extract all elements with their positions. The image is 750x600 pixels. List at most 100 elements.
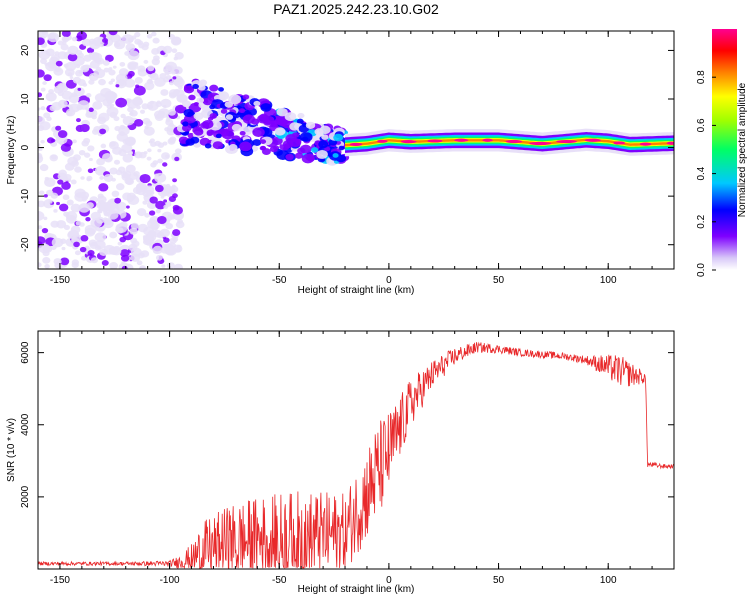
spectrogram-noise-blob — [117, 241, 122, 246]
spectrogram-scatter-blob — [202, 119, 214, 129]
spectrogram-xtick-label: 50 — [493, 275, 505, 286]
spectrogram-noise-blob — [88, 72, 99, 82]
spectrogram-noise-blob — [161, 264, 166, 268]
spectrogram-noise-blob — [122, 153, 134, 163]
spectrogram-noise-blob — [115, 97, 128, 108]
spectrogram-noise-blob — [47, 61, 57, 69]
spectrogram-scatter-blob — [296, 118, 304, 124]
spectrogram-noise-blob — [58, 169, 67, 177]
spectrogram-noise-blob — [174, 81, 180, 86]
spectrogram-noise-blob — [142, 238, 151, 246]
spectrogram-noise-blob — [152, 160, 159, 166]
spectrogram-noise-blob — [102, 60, 110, 66]
spectrogram-noise-blob — [102, 37, 109, 44]
spectrogram-scatter-blob — [231, 123, 242, 132]
spectrogram-noise-blob — [171, 48, 178, 54]
spectrogram-noise-blob — [127, 150, 134, 156]
spectrogram-noise-blob — [77, 87, 82, 91]
spectrogram-scatter-blob — [209, 84, 219, 92]
spectrogram-noise-blob — [81, 140, 89, 147]
colorbar-gradient — [712, 29, 737, 270]
spectrogram-noise-blob — [71, 162, 76, 166]
spectrogram-scatter-blob — [253, 100, 261, 107]
spectrogram-noise-blob — [56, 220, 67, 229]
spectrogram-noise-blob — [130, 222, 139, 230]
spectrogram-image — [38, 31, 674, 269]
spectrogram-noise-blob — [115, 227, 121, 232]
spectrogram-noise-blob — [160, 98, 172, 108]
spectrogram-noise-blob — [112, 65, 117, 69]
spectrogram-signal-peak — [584, 138, 601, 142]
spectrogram-noise-blob — [142, 200, 148, 205]
spectrogram-noise-blob — [89, 52, 100, 61]
spectrogram-noise-blob — [85, 107, 90, 111]
spectrogram-noise-blob — [140, 109, 146, 114]
spectrogram-noise-blob — [38, 243, 51, 254]
snr-xtick-label: 0 — [386, 575, 392, 586]
spectrogram-noise-blob — [44, 62, 49, 66]
colorbar-tick-label: 0.2 — [696, 214, 707, 228]
spectrogram-noise-blob — [55, 125, 62, 131]
spectrogram-noise-blob — [71, 259, 80, 266]
spectrogram-scatter-blob — [291, 132, 300, 138]
spectrogram-noise-blob — [139, 173, 151, 184]
spectrogram-noise-blob — [92, 101, 103, 110]
spectrogram-noise-blob — [61, 246, 66, 251]
spectrogram-noise-blob — [102, 152, 113, 162]
spectrogram-scatter-blob — [228, 94, 242, 105]
spectrogram-noise-blob — [169, 136, 177, 143]
spectrogram-noise-blob — [62, 194, 70, 201]
spectrogram-scatter-blob — [242, 114, 255, 124]
spectrogram-noise-blob — [40, 58, 47, 65]
spectrogram-noise-blob — [130, 253, 141, 262]
spectrogram-signal-peak — [400, 139, 417, 144]
colorbar-tick-label: 0.4 — [696, 166, 707, 180]
spectrogram-noise-blob — [106, 106, 119, 117]
spectrogram-scatter-blob — [332, 153, 339, 158]
spectrogram-noise-blob — [165, 222, 173, 230]
spectrogram-noise-blob — [125, 177, 135, 186]
spectrogram-noise-blob — [38, 190, 45, 196]
spectrogram-noise-blob — [127, 50, 140, 61]
spectrogram-noise-blob — [38, 200, 46, 208]
spectrogram-scatter-blob — [333, 133, 344, 142]
spectrogram-noise-blob — [96, 158, 105, 166]
spectrogram-scatter-blob — [185, 138, 195, 146]
spectrogram-noise-blob — [137, 68, 148, 77]
spectrogram-noise-blob — [154, 184, 164, 193]
spectrogram-scatter-blob — [202, 97, 213, 106]
spectrogram-noise-blob — [38, 147, 43, 152]
spectrogram-noise-blob — [97, 209, 102, 214]
spectrogram-scatter-blob — [181, 100, 191, 108]
spectrogram-scatter-blob — [338, 145, 345, 151]
spectrogram-noise-blob — [151, 58, 160, 66]
spectrogram-noise-blob — [43, 74, 52, 82]
spectrogram-noise-blob — [114, 197, 122, 204]
spectrogram-noise-blob — [165, 154, 170, 158]
spectrogram-noise-blob — [59, 203, 69, 212]
spectrogram-noise-blob — [38, 37, 45, 45]
spectrogram-scatter-blob — [260, 103, 272, 112]
spectrogram-noise-blob — [88, 157, 93, 162]
spectrogram-noise-blob — [74, 166, 82, 173]
spectrogram-noise-blob — [69, 103, 81, 113]
colorbar-tick-label: 0.6 — [696, 118, 707, 132]
spectrogram-scatter-blob — [275, 119, 283, 126]
spectrogram-noise-blob — [66, 199, 74, 206]
spectrogram-noise-blob — [149, 100, 155, 105]
spectrogram-noise-blob — [111, 190, 120, 198]
spectrogram-scatter-blob — [252, 139, 262, 146]
spectrogram-scatter-blob — [204, 143, 212, 149]
spectrogram-scatter-blob — [176, 93, 188, 103]
spectrogram-noise-blob — [167, 214, 172, 218]
spectrogram-noise-blob — [83, 54, 92, 62]
spectrogram-noise-blob — [100, 143, 107, 149]
spectrogram-signal-peak — [639, 142, 652, 146]
spectrogram-scatter-blob — [314, 128, 324, 136]
spectrogram-noise-blob — [74, 250, 81, 256]
spectrogram-noise-blob — [38, 116, 45, 125]
spectrogram-scatter-blob — [206, 131, 213, 137]
spectrogram-noise-blob — [120, 113, 126, 119]
